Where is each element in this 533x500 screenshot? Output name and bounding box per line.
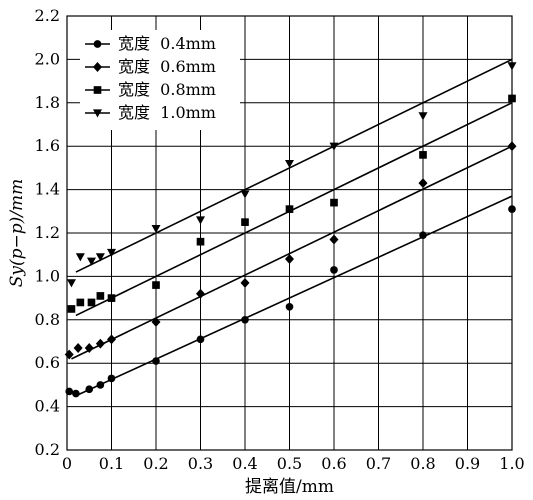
x-tick-label: 0.5 (277, 454, 302, 473)
x-tick-label: 0.7 (366, 454, 391, 473)
data-point-square (76, 298, 85, 307)
fit-line (75, 102, 513, 317)
data-point-circle (152, 357, 160, 365)
data-point-square (330, 198, 338, 207)
y-tick-label: 2.0 (35, 49, 60, 68)
data-point-diamond (84, 343, 94, 353)
grid (67, 16, 512, 450)
legend-entry-label: 宽度 0.4mm (118, 34, 216, 53)
data-point-square (93, 86, 102, 94)
y-tick-label: 1.8 (35, 93, 60, 112)
data-point-diamond (418, 178, 428, 189)
data-point-diamond (95, 338, 105, 349)
data-point-triangle (66, 279, 76, 288)
data-point-diamond (329, 234, 339, 245)
legend: 宽度 0.4mm 宽度 0.6mm 宽度 0.8mm 宽度 1.0mm (80, 30, 240, 130)
data-point-triangle (196, 216, 205, 225)
data-point-square (87, 298, 96, 307)
y-tick-label: 0.6 (35, 353, 60, 372)
data-point-square (196, 237, 205, 246)
x-tick-label: 0.8 (410, 454, 435, 473)
x-tick-label: 0.2 (143, 454, 168, 473)
y-axis-label: Sy(p−p)/mm (7, 179, 27, 288)
data-point-triangle (93, 109, 102, 118)
x-tick-label: 0 (62, 454, 72, 473)
data-point-diamond (151, 317, 161, 327)
legend-entry-label: 宽度 0.6mm (118, 57, 216, 76)
data-point-circle (96, 381, 105, 389)
data-point-diamond (107, 334, 116, 345)
data-point-circle (72, 389, 80, 398)
data-points (64, 62, 517, 398)
data-point-triangle (329, 142, 339, 151)
data-point-circle (241, 315, 249, 324)
plot-frame (66, 15, 513, 451)
data-point-diamond (240, 277, 250, 288)
data-point-square (96, 292, 105, 300)
data-point-diamond (285, 254, 294, 264)
fit-lines (71, 58, 513, 397)
x-tick-label: 0.1 (99, 454, 124, 473)
legend-entry-label: 宽度 0.8mm (118, 80, 216, 99)
data-point-diamond (73, 343, 83, 353)
fit-line (75, 195, 513, 397)
data-point-circle (85, 385, 94, 394)
fit-line (75, 58, 513, 273)
x-axis-label: 提离值/mm (245, 477, 334, 497)
data-point-circle (196, 335, 205, 344)
data-point-square (419, 151, 427, 159)
data-point-square (107, 294, 116, 302)
x-tick-label: 0.6 (321, 454, 346, 473)
y-tick-label: 1.0 (35, 266, 60, 285)
data-point-triangle (418, 112, 428, 121)
data-point-square (285, 205, 294, 213)
data-point-square (152, 281, 160, 289)
y-tick-label: 1.6 (35, 136, 60, 155)
x-tick-label: 0.9 (455, 454, 480, 473)
data-point-circle (285, 302, 294, 311)
legend-entry-label: 宽度 1.0mm (118, 103, 216, 122)
x-tick-label: 0.4 (232, 454, 257, 473)
x-tick-label: 1.0 (499, 454, 524, 473)
data-point-circle (419, 231, 427, 239)
y-tick-label: 2.2 (35, 6, 60, 25)
data-point-square (67, 305, 76, 313)
y-tick-label: 1.4 (35, 180, 60, 199)
data-point-diamond (93, 62, 102, 72)
data-point-triangle (75, 253, 85, 262)
y-tick-label: 0.4 (35, 397, 60, 416)
data-point-triangle (95, 253, 105, 262)
data-point-diamond (196, 288, 205, 299)
y-tick-label: 0.2 (35, 440, 60, 459)
data-point-triangle (107, 248, 116, 258)
data-point-circle (330, 266, 338, 274)
x-tick-label: 0.3 (188, 454, 213, 473)
y-tick-label: 0.8 (35, 310, 60, 329)
data-point-triangle (285, 159, 294, 169)
data-point-circle (107, 374, 116, 383)
axis-ticks: 0 0.1 0.2 0.3 0.4 0.5 0.6 0.7 0.8 0.9 1.0 0.2 0.4 0.6… (35, 6, 525, 473)
data-point-square (241, 218, 249, 226)
data-point-triangle (86, 257, 96, 266)
data-point-triangle (151, 225, 161, 234)
data-point-circle (93, 40, 102, 48)
y-tick-label: 1.2 (35, 223, 60, 242)
data-point-triangle (240, 190, 250, 199)
fit-line (71, 145, 513, 360)
